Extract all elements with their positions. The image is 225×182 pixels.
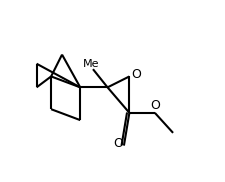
Text: O: O <box>131 68 141 81</box>
Text: Me: Me <box>83 59 99 69</box>
Text: O: O <box>113 137 123 150</box>
Text: O: O <box>149 99 159 112</box>
